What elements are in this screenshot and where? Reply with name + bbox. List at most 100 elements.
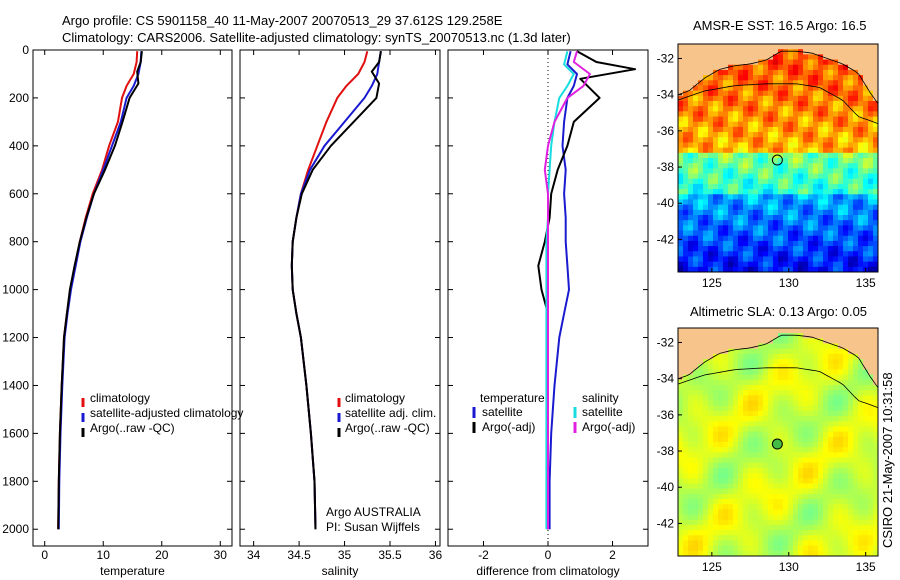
heatmap-cell: [688, 514, 694, 521]
heatmap-cell: [808, 111, 814, 117]
heatmap-cell: [723, 183, 729, 190]
heatmap-cell: [743, 137, 749, 143]
heatmap-cell: [798, 379, 804, 386]
heatmap-cell: [678, 116, 684, 123]
heatmap-cell: [753, 101, 759, 107]
heatmap-cell: [818, 168, 824, 174]
heatmap-cell: [868, 457, 874, 464]
heatmap-cell: [728, 147, 734, 154]
heatmap-cell: [838, 163, 844, 169]
heatmap-cell: [863, 478, 869, 484]
heatmap-cell: [853, 333, 859, 339]
heatmap-cell: [868, 338, 874, 344]
heatmap-cell: [733, 504, 739, 510]
heatmap-cell: [683, 158, 689, 164]
heatmap-cell: [748, 80, 754, 86]
heatmap-cell: [713, 452, 719, 458]
y-tick-label: -42: [657, 232, 675, 246]
heatmap-cell: [738, 519, 744, 526]
heatmap-cell: [763, 410, 769, 417]
heatmap-cell: [693, 462, 699, 469]
heatmap-cell: [853, 204, 859, 211]
heatmap-cell: [868, 519, 874, 526]
heatmap-cell: [718, 163, 724, 169]
heatmap-cell: [688, 64, 694, 71]
heatmap-cell: [683, 483, 689, 490]
heatmap-cell: [753, 493, 759, 500]
heatmap-cell: [873, 426, 879, 433]
heatmap-cell: [833, 509, 839, 515]
heatmap-cell: [793, 421, 799, 427]
heatmap-cell: [803, 364, 809, 370]
heatmap-cell: [713, 246, 719, 252]
heatmap-cell: [843, 530, 849, 536]
heatmap-cell: [833, 452, 839, 458]
heatmap-cell: [763, 416, 769, 422]
heatmap-cell: [753, 488, 759, 495]
heatmap-cell: [733, 137, 739, 143]
heatmap-cell: [788, 178, 794, 185]
heatmap-cell: [678, 235, 684, 242]
heatmap-cell: [693, 431, 699, 438]
heatmap-cell: [708, 338, 714, 344]
heatmap-cell: [843, 524, 849, 531]
heatmap-cell: [813, 240, 819, 247]
heatmap-cell: [778, 390, 784, 396]
heatmap-cell: [758, 235, 764, 242]
heatmap-cell: [818, 405, 824, 412]
heatmap-cell: [798, 256, 804, 263]
heatmap-cell: [748, 535, 754, 541]
heatmap-cell: [743, 59, 749, 66]
heatmap-cell: [698, 158, 704, 164]
heatmap-cell: [753, 328, 759, 334]
heatmap-cell: [708, 235, 714, 242]
heatmap-cell: [728, 493, 734, 500]
heatmap-cell: [838, 85, 844, 92]
heatmap-cell: [768, 524, 774, 531]
heatmap-cell: [863, 199, 869, 206]
heatmap-cell: [863, 343, 869, 350]
heatmap-cell: [868, 343, 874, 350]
heatmap-cell: [803, 256, 809, 263]
heatmap-cell: [848, 348, 854, 355]
heatmap-cell: [868, 111, 874, 117]
heatmap-cell: [773, 333, 779, 339]
heatmap-cell: [818, 493, 824, 500]
heatmap-cell: [703, 395, 709, 401]
heatmap-cell: [728, 447, 734, 453]
heatmap-cell: [698, 400, 704, 407]
heatmap-cell: [808, 266, 814, 273]
heatmap-cell: [753, 80, 759, 86]
heatmap-cell: [788, 80, 794, 86]
heatmap-cell: [788, 353, 794, 360]
heatmap-cell: [778, 426, 784, 433]
heatmap-cell: [803, 80, 809, 86]
heatmap-cell: [703, 44, 709, 50]
heatmap-cell: [703, 137, 709, 143]
heatmap-cell: [753, 338, 759, 344]
heatmap-cell: [708, 473, 714, 479]
heatmap-cell: [858, 483, 864, 490]
heatmap-cell: [778, 519, 784, 526]
heatmap-cell: [698, 80, 704, 86]
heatmap-cell: [698, 483, 704, 490]
heatmap-cell: [678, 328, 684, 334]
heatmap-cell: [873, 142, 879, 149]
heatmap-cell: [763, 178, 769, 185]
heatmap-cell: [863, 545, 869, 552]
heatmap-cell: [793, 251, 799, 257]
heatmap-cell: [773, 328, 779, 334]
heatmap-cell: [838, 137, 844, 143]
heatmap-cell: [848, 80, 854, 86]
heatmap-cell: [693, 519, 699, 526]
heatmap-cell: [768, 80, 774, 86]
heatmap-cell: [788, 530, 794, 536]
heatmap-cell: [808, 147, 814, 154]
heatmap-cell: [718, 256, 724, 263]
heatmap-cell: [853, 343, 859, 350]
heatmap-cell: [748, 348, 754, 355]
heatmap-cell: [843, 462, 849, 469]
heatmap-cell: [688, 240, 694, 247]
heatmap-cell: [713, 519, 719, 526]
heatmap-cell: [758, 59, 764, 66]
